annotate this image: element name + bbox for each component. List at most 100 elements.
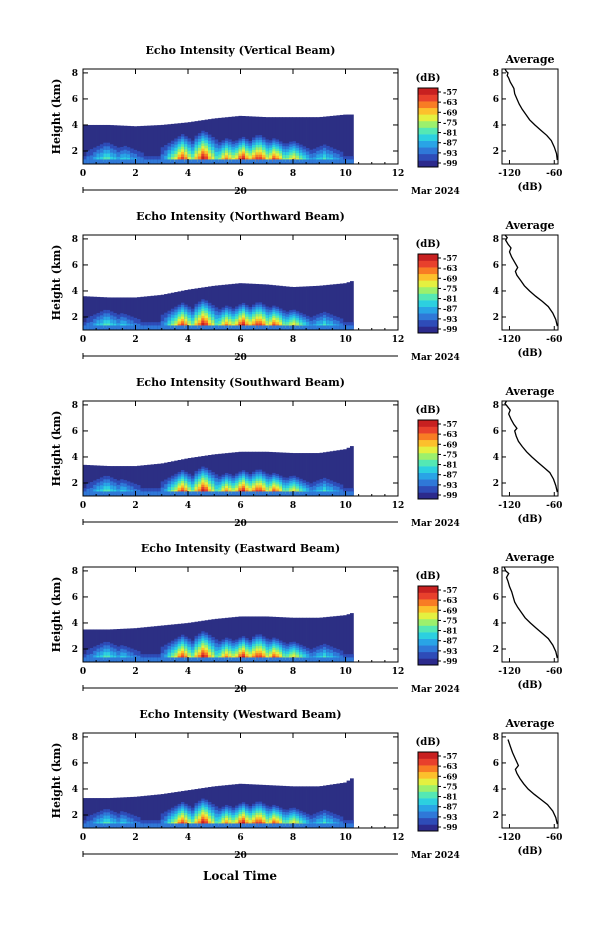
heatmap-cell	[137, 651, 141, 661]
heatmap-cell	[282, 117, 287, 164]
y-tick-label: 4	[72, 619, 78, 629]
heatmap-cell	[299, 286, 304, 330]
heatmap-cell	[93, 325, 97, 330]
heatmap-cell	[211, 325, 216, 330]
x-tick-label: 10	[339, 667, 352, 677]
average-x-tick-label: -120	[498, 501, 521, 511]
colorbar-swatch	[418, 160, 438, 168]
heatmap-cell	[285, 159, 290, 164]
heatmap-cell	[143, 654, 148, 661]
heatmap-cell	[133, 317, 138, 329]
heatmap-cell	[140, 325, 145, 330]
heatmap-cell	[130, 297, 135, 330]
date-month-label: Mar 2024	[411, 851, 460, 861]
heatmap-cell	[86, 488, 91, 495]
heatmap-cell	[224, 657, 229, 662]
heatmap-cell	[197, 156, 202, 163]
heatmap-cell	[349, 488, 354, 495]
x-tick-label: 12	[392, 501, 405, 511]
heatmap-cell	[258, 823, 263, 828]
heatmap-cell	[170, 491, 175, 496]
heatmap-cell	[157, 491, 162, 496]
heatmap-cell	[153, 464, 158, 496]
heatmap-cell	[160, 325, 165, 330]
colorbar-unit: (dB)	[416, 737, 441, 748]
heatmap-cell	[306, 453, 310, 496]
colorbar-tick-label: -93	[443, 812, 458, 822]
heatmap-cell	[147, 654, 151, 661]
x-tick-label: 4	[185, 169, 191, 179]
heatmap-cell	[333, 159, 337, 164]
heatmap-cell	[86, 317, 91, 329]
heatmap-cell	[164, 654, 168, 661]
heatmap-cell	[143, 465, 148, 496]
heatmap-cell	[89, 159, 94, 164]
heatmap-cell	[333, 115, 337, 164]
heatmap-cell	[211, 823, 216, 828]
heatmap-cell	[218, 117, 222, 164]
heatmap-cell	[130, 657, 135, 662]
heatmap-cell	[319, 325, 324, 330]
colorbar-unit: (dB)	[416, 73, 441, 84]
heatmap-cell	[93, 823, 97, 828]
heatmap-cell	[160, 124, 165, 164]
heatmap-cell	[211, 156, 216, 163]
heatmap-cell	[174, 325, 179, 330]
average-y-tick-label: 8	[493, 401, 499, 411]
colorbar-swatch	[418, 638, 438, 646]
colorbar-swatch	[418, 651, 438, 659]
heatmap-cell	[110, 325, 114, 330]
heatmap-cell	[295, 117, 300, 164]
heatmap-cell	[160, 653, 165, 661]
heatmap-cell	[312, 159, 317, 164]
heatmap-cell	[275, 657, 280, 662]
average-x-tick-label: -120	[498, 667, 521, 677]
colorbar-swatch	[418, 592, 438, 600]
heatmap-cell	[336, 486, 341, 495]
heatmap-cell	[174, 657, 179, 662]
average-y-tick-label: 6	[493, 427, 499, 437]
heatmap-cell	[306, 491, 310, 496]
heatmap-cell	[346, 491, 351, 496]
heatmap-cell	[181, 159, 185, 164]
heatmap-cell	[349, 322, 354, 329]
heatmap-cell	[106, 325, 111, 330]
heatmap-cell	[116, 491, 121, 496]
x-tick-label: 4	[185, 501, 191, 511]
heatmap-cell	[326, 657, 331, 662]
heatmap-cell	[130, 159, 135, 164]
colorbar-tick-label: -87	[443, 636, 457, 646]
heatmap-cell	[150, 322, 155, 329]
average-frame	[501, 234, 559, 331]
heatmap-cell	[251, 325, 256, 330]
heatmap-cell	[285, 117, 290, 164]
heatmap-cell	[292, 453, 297, 496]
average-xlabel: (dB)	[518, 680, 543, 691]
average-xlabel: (dB)	[518, 348, 543, 359]
heatmap-cell	[312, 786, 317, 828]
heatmap-cell	[322, 325, 327, 330]
heatmap-cell	[326, 284, 331, 330]
heatmap-cell	[150, 125, 155, 164]
average-y-tick-label: 4	[493, 785, 499, 795]
heatmap-cell	[126, 657, 131, 662]
colorbar-swatch	[418, 147, 438, 155]
heatmap-cell	[275, 491, 280, 496]
colorbar-swatch	[418, 618, 438, 626]
heatmap-cell	[285, 286, 290, 330]
heatmap-cell	[143, 125, 148, 164]
colorbar-swatch	[418, 658, 438, 666]
heatmap-cell	[346, 156, 351, 163]
x-tick-label: 2	[132, 335, 138, 345]
colorbar-tick-label: -75	[443, 781, 457, 791]
heatmap-cell	[153, 322, 158, 329]
heatmap-cell	[150, 491, 155, 496]
heatmap-cell	[339, 325, 344, 330]
heatmap-cell	[204, 823, 209, 828]
x-tick-label: 8	[290, 335, 296, 345]
heatmap-cell	[120, 325, 124, 330]
x-tick-label: 6	[237, 335, 243, 345]
y-tick-label: 2	[72, 479, 78, 489]
panel-title: Echo Intensity (Southward Beam)	[136, 376, 345, 389]
heatmap-cell	[194, 159, 199, 164]
